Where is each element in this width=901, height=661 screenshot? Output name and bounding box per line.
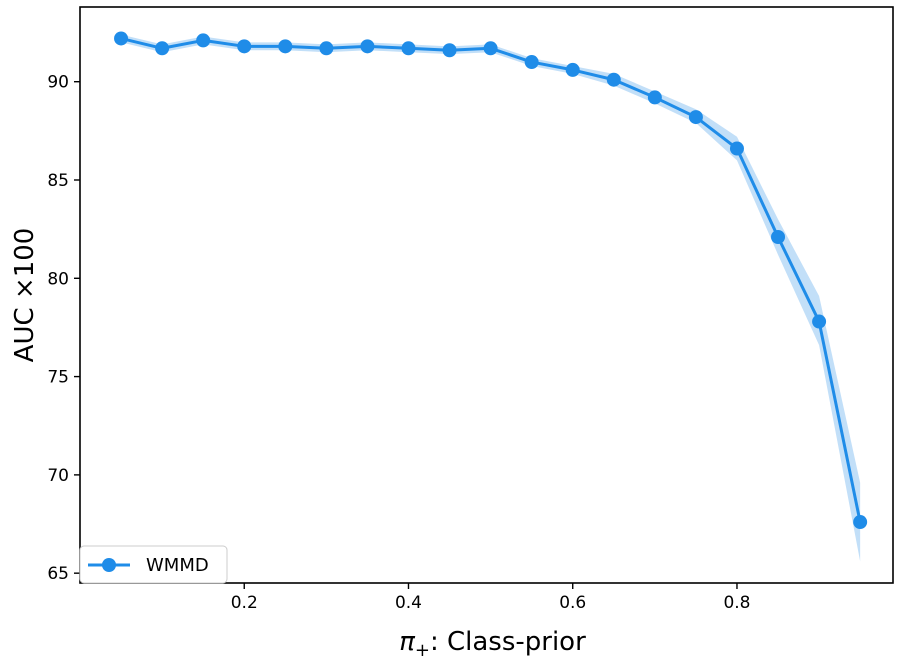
data-point <box>401 41 416 56</box>
x-axis-label: π+: Class-prior <box>399 627 586 661</box>
data-point <box>606 72 621 87</box>
data-point <box>688 110 703 125</box>
data-point <box>483 41 498 56</box>
data-point <box>647 90 662 105</box>
y-axis-label: AUC ×100 <box>10 228 40 363</box>
plot-frame <box>79 6 894 584</box>
data-point <box>319 41 334 56</box>
data-point <box>524 55 539 70</box>
confidence-band-layer <box>121 34 861 562</box>
legend: WMMD <box>79 545 228 584</box>
y-tick-label: 70 <box>47 466 69 486</box>
confidence-band <box>121 34 861 562</box>
data-point <box>853 515 868 530</box>
data-point <box>278 39 293 54</box>
series-line <box>120 36 862 523</box>
x-axis-label-symbol: π <box>399 627 415 657</box>
y-tick-label: 90 <box>47 73 69 93</box>
x-tick-label: 0.8 <box>723 593 750 613</box>
data-points-layer <box>114 31 868 530</box>
y-tick-label: 85 <box>47 171 69 191</box>
data-point <box>729 141 744 156</box>
x-tick-label: 0.4 <box>395 593 422 613</box>
legend-box <box>79 545 228 584</box>
data-point <box>155 41 170 56</box>
legend-entry-wmmd: WMMD <box>146 555 209 576</box>
data-point <box>360 39 375 54</box>
data-point <box>565 62 580 77</box>
y-axis-ticks: 65 70 75 80 85 90 <box>47 73 80 584</box>
data-point <box>771 230 786 245</box>
data-point <box>237 39 252 54</box>
y-tick-label: 65 <box>47 564 69 584</box>
data-point <box>114 31 129 46</box>
x-axis-ticks: 0.2 0.4 0.6 0.8 <box>231 583 750 613</box>
x-axis-label-text: : Class-prior <box>430 627 586 657</box>
data-point <box>196 33 211 48</box>
x-axis-label-subscript: + <box>415 640 430 661</box>
legend-marker-swatch <box>102 558 116 572</box>
y-tick-label: 80 <box>47 269 69 289</box>
x-tick-label: 0.6 <box>559 593 586 613</box>
series-line-layer <box>120 36 862 523</box>
data-point <box>812 314 827 329</box>
data-point <box>442 43 457 58</box>
x-tick-label: 0.2 <box>231 593 258 613</box>
y-tick-label: 75 <box>47 368 69 388</box>
